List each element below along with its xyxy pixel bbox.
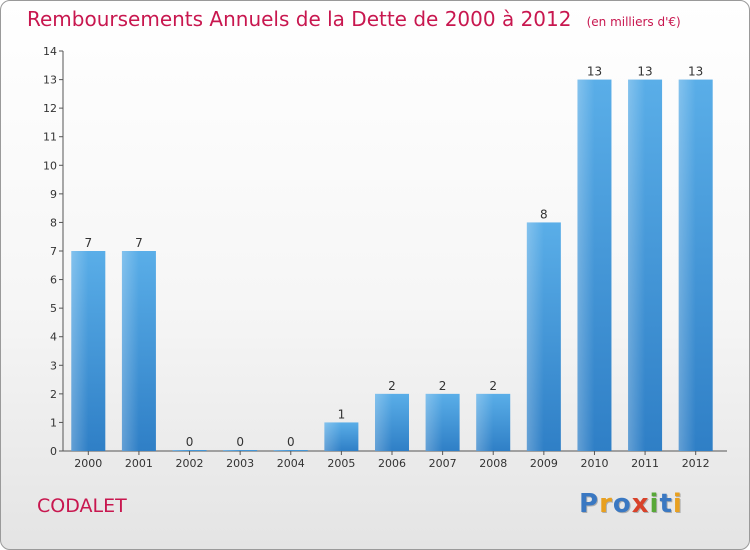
x-tick-label: 2011 xyxy=(631,457,659,470)
y-tick-label: 1 xyxy=(50,416,57,429)
x-tick-label: 2000 xyxy=(74,457,102,470)
bar-value-label: 2 xyxy=(388,379,396,393)
bars xyxy=(71,79,713,452)
logo-letter: i xyxy=(649,489,660,519)
commune-name: CODALET xyxy=(37,495,127,517)
y-tick-label: 2 xyxy=(50,388,57,401)
bar-value-label: 0 xyxy=(186,435,194,449)
bar-value-label: 2 xyxy=(489,379,497,393)
logo-letter: i xyxy=(672,489,683,519)
y-tick-label: 11 xyxy=(43,131,57,144)
y-tick-label: 5 xyxy=(50,302,57,315)
y-tick-label: 4 xyxy=(50,331,57,344)
logo-letter: o xyxy=(612,489,632,519)
x-tick-label: 2012 xyxy=(682,457,710,470)
logo-letter: P xyxy=(579,489,600,519)
y-tick-label: 7 xyxy=(50,245,57,258)
bar-value-label: 0 xyxy=(287,435,295,449)
logo-letter: t xyxy=(659,489,673,519)
logo-letter: x xyxy=(631,489,650,519)
y-tick-label: 6 xyxy=(50,274,57,287)
bar-value-label: 13 xyxy=(688,65,703,79)
labels: 2000 7 2001 7 2002 0 2003 0 2004 0 2005 1 2006 2 2007 2… xyxy=(74,65,709,470)
bar-highlight xyxy=(223,450,241,451)
bar-highlight xyxy=(628,79,646,452)
y-tick-label: 8 xyxy=(50,216,57,229)
bar-highlight xyxy=(476,393,494,451)
y-tick-label: 3 xyxy=(50,359,57,372)
bar-value-label: 13 xyxy=(637,65,652,79)
bar-highlight xyxy=(375,393,392,451)
x-tick-label: 2008 xyxy=(479,457,507,470)
bar-value-label: 13 xyxy=(587,65,602,79)
bar-highlight xyxy=(526,222,544,451)
bar-highlight xyxy=(172,450,190,451)
x-tick-label: 2005 xyxy=(327,457,355,470)
y-tick-label: 13 xyxy=(43,74,57,87)
y-tick-label: 0 xyxy=(50,445,57,458)
logo-letter: r xyxy=(599,489,613,519)
bar-value-label: 8 xyxy=(540,207,548,221)
chart-title-unit: (en milliers d'€) xyxy=(586,15,681,29)
bar-highlight xyxy=(425,393,443,451)
bar-value-label: 7 xyxy=(135,236,143,250)
y-tick-label: 12 xyxy=(43,102,57,115)
x-tick-label: 2002 xyxy=(176,457,204,470)
x-tick-label: 2007 xyxy=(429,457,457,470)
bar-highlight xyxy=(273,450,291,451)
x-tick-label: 2009 xyxy=(530,457,558,470)
y-tick-label: 14 xyxy=(43,45,57,58)
bar-value-label: 2 xyxy=(439,379,447,393)
chart-title-main: Remboursements Annuels de la Dette de 20… xyxy=(27,7,572,31)
bar-highlight xyxy=(71,251,89,451)
bar-highlight xyxy=(121,251,139,451)
chart-title: Remboursements Annuels de la Dette de 20… xyxy=(27,7,681,31)
proxiti-logo: Proxiti xyxy=(579,489,683,519)
bar-highlight xyxy=(678,79,696,452)
x-tick-label: 2006 xyxy=(378,457,406,470)
bar-value-label: 0 xyxy=(236,435,244,449)
x-tick-label: 2001 xyxy=(125,457,153,470)
x-tick-label: 2003 xyxy=(226,457,254,470)
bar-highlight xyxy=(577,79,595,452)
x-tick-label: 2010 xyxy=(580,457,608,470)
y-tick-label: 9 xyxy=(50,188,57,201)
bar-value-label: 7 xyxy=(84,236,92,250)
bar-highlight xyxy=(324,422,342,451)
y-tick-label: 10 xyxy=(43,159,57,172)
x-tick-label: 2004 xyxy=(277,457,305,470)
bar-value-label: 1 xyxy=(338,407,346,421)
